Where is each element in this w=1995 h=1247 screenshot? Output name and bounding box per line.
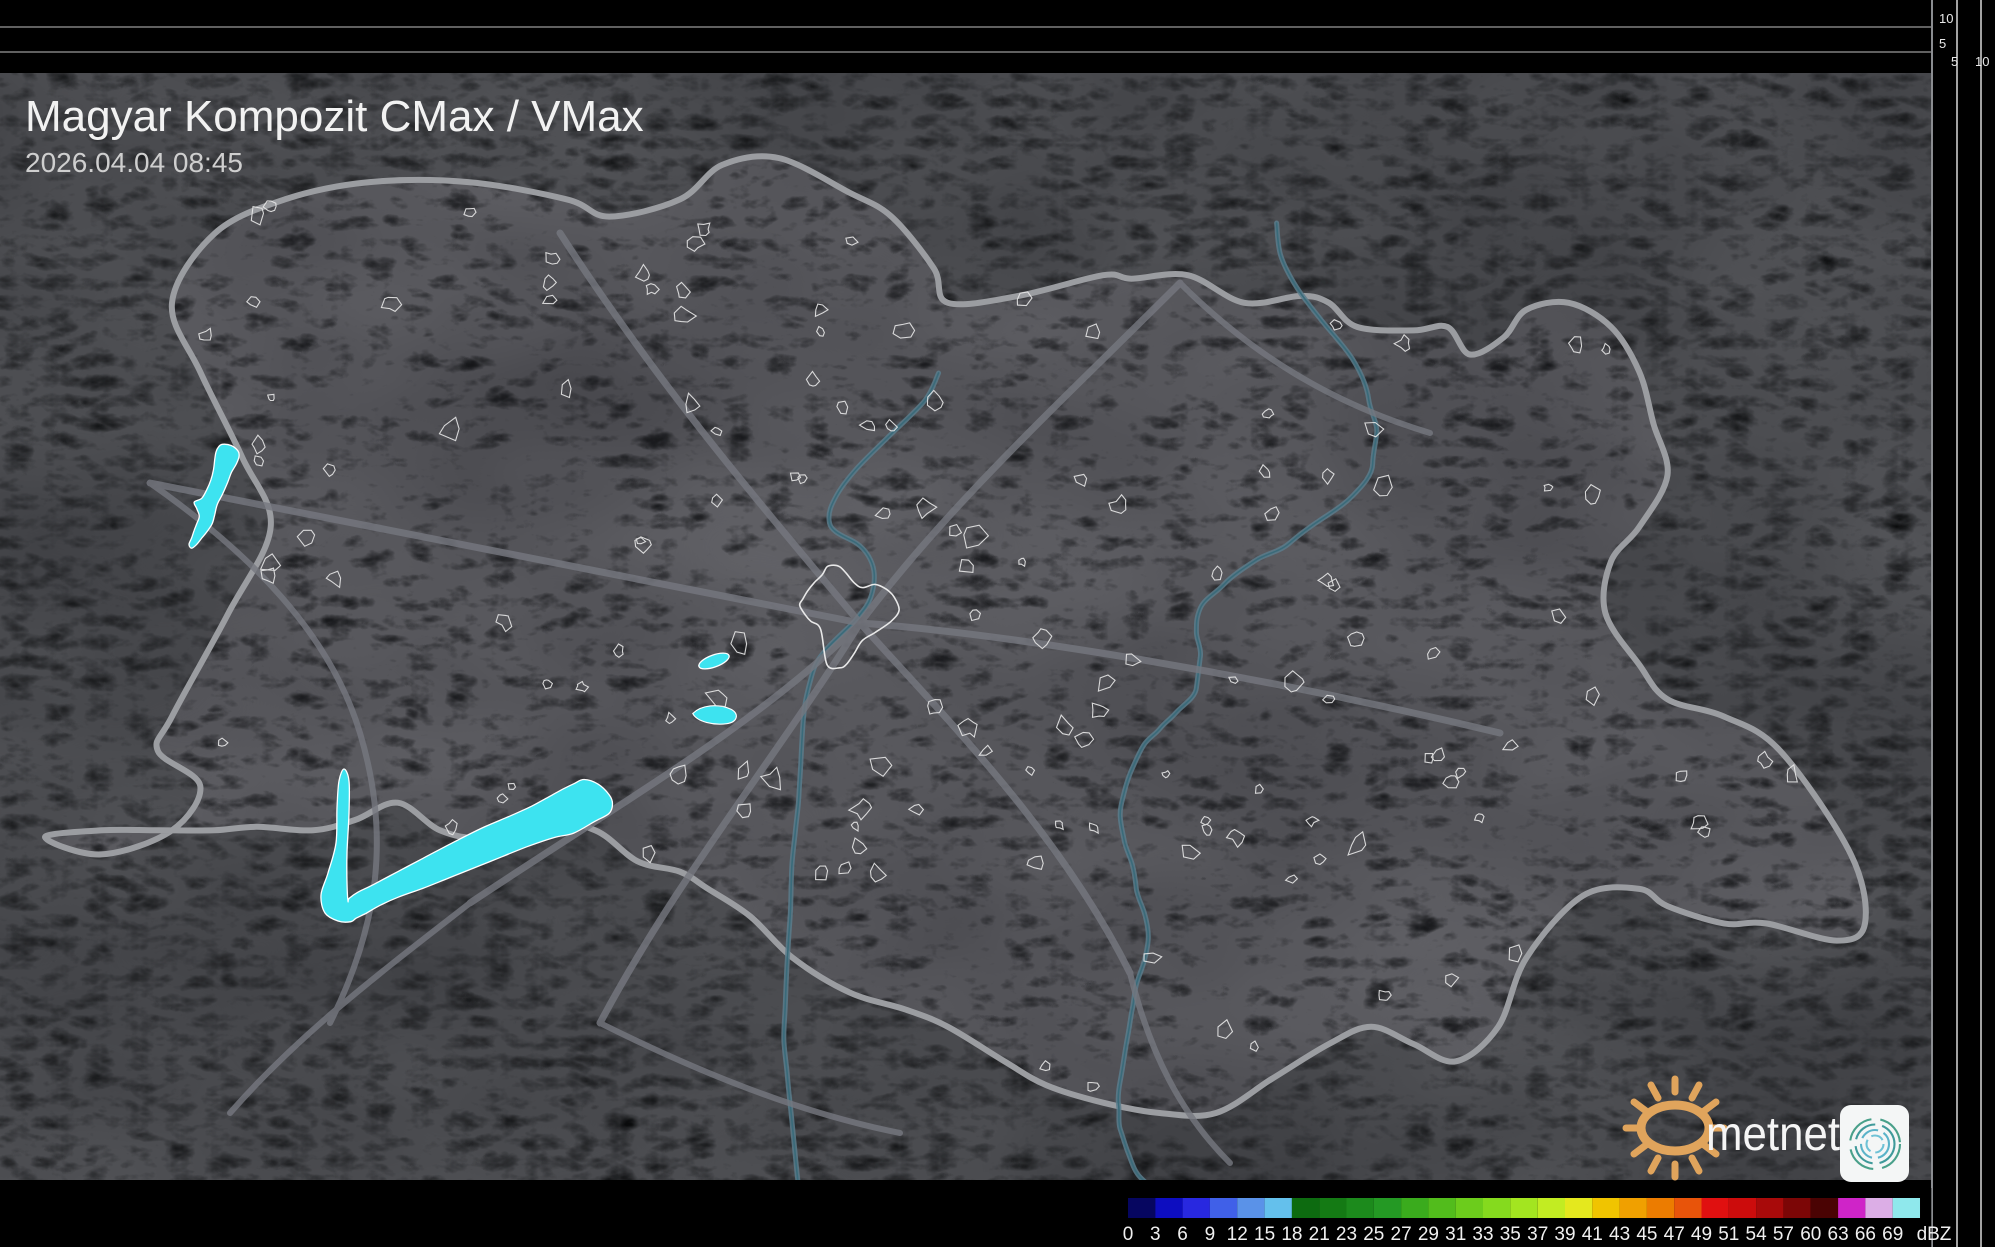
svg-text:0: 0 [1123,1224,1134,1245]
svg-text:29: 29 [1418,1224,1439,1245]
svg-text:3: 3 [1150,1224,1161,1245]
svg-text:63: 63 [1828,1224,1849,1245]
svg-text:47: 47 [1664,1224,1685,1245]
svg-text:43: 43 [1609,1224,1630,1245]
svg-text:35: 35 [1500,1224,1521,1245]
svg-text:31: 31 [1445,1224,1466,1245]
svg-text:49: 49 [1691,1224,1712,1245]
svg-text:6: 6 [1177,1224,1188,1245]
svg-text:41: 41 [1582,1224,1603,1245]
svg-text:9: 9 [1205,1224,1216,1245]
svg-text:dBZ: dBZ [1917,1224,1952,1245]
svg-text:21: 21 [1309,1224,1330,1245]
svg-text:18: 18 [1281,1224,1302,1245]
svg-text:54: 54 [1746,1224,1768,1245]
svg-text:39: 39 [1554,1224,1575,1245]
svg-text:25: 25 [1363,1224,1384,1245]
svg-text:12: 12 [1227,1224,1248,1245]
svg-text:33: 33 [1472,1224,1493,1245]
svg-text:15: 15 [1254,1224,1275,1245]
svg-text:37: 37 [1527,1224,1548,1245]
svg-text:69: 69 [1882,1224,1903,1245]
svg-text:60: 60 [1800,1224,1821,1245]
svg-text:23: 23 [1336,1224,1357,1245]
svg-text:57: 57 [1773,1224,1794,1245]
svg-text:45: 45 [1636,1224,1657,1245]
svg-text:51: 51 [1718,1224,1739,1245]
svg-text:66: 66 [1855,1224,1876,1245]
svg-text:27: 27 [1391,1224,1412,1245]
